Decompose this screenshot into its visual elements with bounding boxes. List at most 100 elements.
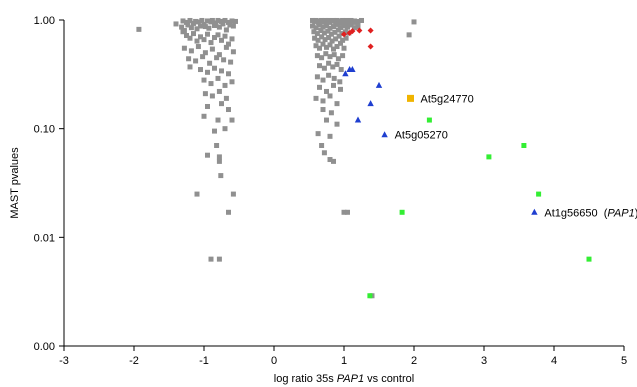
data-point-square (426, 117, 432, 123)
data-point-square (327, 157, 333, 163)
data-point-square (355, 24, 361, 30)
data-point-square (315, 37, 321, 43)
data-point-square (194, 26, 200, 32)
data-point-square (205, 152, 210, 158)
data-point-square (320, 98, 326, 104)
data-point-square (313, 95, 319, 101)
data-point-square (320, 77, 326, 83)
data-point-square (233, 18, 238, 24)
data-point-square (228, 59, 234, 65)
x-tick-label: -2 (129, 355, 139, 367)
data-point-square (187, 17, 193, 23)
data-point-square (136, 26, 142, 32)
data-point-square (202, 91, 208, 97)
data-point-square (321, 30, 327, 36)
data-point-square (227, 22, 233, 28)
data-point-square (336, 33, 342, 39)
x-tick-label: -3 (59, 355, 69, 367)
data-point-square (209, 46, 215, 52)
data-point-square (317, 84, 322, 90)
data-point-square (180, 18, 186, 24)
data-point-square (310, 23, 315, 29)
data-point-square (332, 29, 338, 35)
data-point-square (230, 191, 236, 197)
data-point-square (215, 32, 221, 38)
data-point-square (327, 25, 333, 31)
data-point-square (327, 93, 333, 99)
data-point-square (318, 28, 324, 34)
data-point-square (343, 35, 349, 41)
data-point-square (216, 154, 222, 160)
data-point-square (195, 44, 201, 50)
data-point-square (205, 31, 210, 37)
y-tick-label: 1.00 (34, 15, 55, 27)
data-point-square (331, 158, 336, 164)
data-point-square (314, 74, 320, 80)
data-point-triangle (531, 208, 538, 215)
data-point-square (198, 67, 203, 73)
data-point-square (216, 256, 222, 262)
data-point-square (486, 154, 492, 160)
x-tick-label: 0 (271, 355, 277, 367)
data-point-square (202, 24, 208, 30)
data-point-square (338, 86, 343, 92)
data-point-square (521, 142, 527, 148)
data-point-square (406, 32, 412, 38)
data-point-square (321, 65, 327, 71)
data-point-square (343, 17, 349, 23)
data-point-square (314, 53, 320, 59)
data-point-triangle (367, 100, 374, 107)
data-point-square (181, 45, 187, 51)
data-point-square (313, 43, 319, 49)
data-point-square (229, 18, 235, 24)
data-point-square (327, 54, 333, 60)
data-point-square (223, 27, 229, 33)
data-point-diamond (356, 27, 363, 34)
data-point-diamond (341, 31, 347, 38)
data-point-square (215, 17, 221, 23)
data-point-square (209, 17, 215, 23)
data-point-square (331, 75, 337, 81)
data-point-square (226, 107, 231, 113)
data-point-square (328, 31, 334, 37)
data-point-square (328, 110, 334, 116)
data-point-square (191, 31, 196, 37)
data-point-square (194, 38, 200, 44)
data-point-square (334, 121, 340, 127)
data-point-square (342, 29, 348, 35)
data-point-square (187, 64, 193, 70)
data-points (136, 17, 592, 299)
data-point-square (341, 209, 347, 215)
data-point-square (229, 79, 235, 85)
data-point-square (333, 36, 339, 42)
data-point-square (193, 18, 199, 24)
data-point-square (229, 36, 235, 42)
data-point-square (200, 54, 206, 60)
data-point-diamond (346, 29, 353, 36)
data-point-square (201, 37, 207, 43)
data-point-square (219, 37, 224, 43)
data-point-square (335, 27, 341, 33)
data-point-square (216, 158, 222, 164)
data-point-triangle (354, 116, 362, 123)
data-point-square (206, 25, 212, 31)
data-point-square (220, 21, 226, 27)
data-point-square (326, 60, 332, 66)
data-point-square (334, 101, 340, 107)
data-point-square (230, 49, 236, 55)
data-point-square (320, 24, 326, 30)
x-tick-label: 1 (341, 355, 347, 367)
x-tick-label: 4 (551, 355, 557, 367)
data-point-square (208, 81, 214, 87)
data-point-square (322, 37, 328, 43)
y-tick-label: 0.01 (34, 232, 55, 244)
data-point-square (334, 21, 340, 27)
data-point-square (207, 60, 213, 66)
data-point-square (355, 19, 361, 25)
data-point-square (188, 48, 194, 54)
data-point-square (338, 67, 344, 73)
data-point-square (195, 19, 201, 25)
data-point-square (326, 72, 332, 78)
data-point-square (216, 52, 222, 58)
data-point-square (180, 29, 186, 35)
